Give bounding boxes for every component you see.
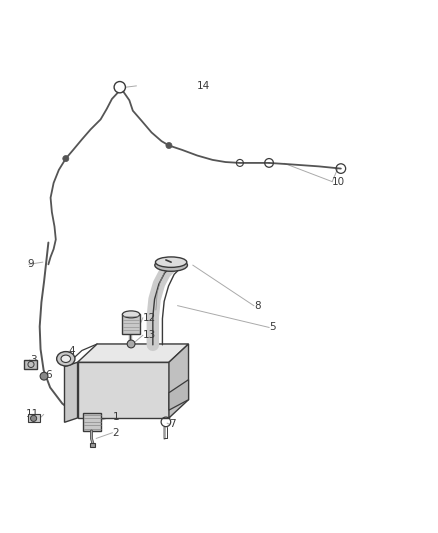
Text: 8: 8 (254, 301, 261, 311)
Text: 4: 4 (69, 346, 75, 357)
Ellipse shape (155, 259, 187, 271)
Text: 3: 3 (30, 355, 36, 365)
Polygon shape (169, 379, 188, 410)
Text: 2: 2 (113, 428, 119, 438)
Text: 14: 14 (197, 81, 211, 91)
Polygon shape (122, 314, 140, 334)
Text: 7: 7 (169, 419, 176, 429)
Text: 10: 10 (332, 176, 345, 187)
Ellipse shape (61, 355, 71, 362)
Text: 9: 9 (28, 260, 34, 269)
Circle shape (31, 415, 37, 422)
Ellipse shape (57, 352, 75, 366)
Circle shape (166, 142, 172, 149)
Polygon shape (64, 362, 78, 422)
Polygon shape (169, 344, 188, 418)
Circle shape (40, 372, 48, 380)
Polygon shape (90, 443, 95, 447)
Polygon shape (78, 344, 188, 362)
Text: 13: 13 (143, 330, 156, 340)
Polygon shape (78, 362, 169, 418)
Circle shape (127, 340, 135, 348)
Text: 12: 12 (143, 313, 156, 323)
Polygon shape (28, 415, 40, 422)
Circle shape (63, 156, 69, 161)
Ellipse shape (122, 311, 140, 318)
Polygon shape (83, 413, 102, 431)
Ellipse shape (155, 257, 187, 268)
Polygon shape (25, 360, 37, 369)
Text: 11: 11 (25, 409, 39, 419)
Text: 5: 5 (269, 322, 276, 333)
Text: 1: 1 (113, 411, 119, 422)
Text: 6: 6 (45, 370, 52, 381)
